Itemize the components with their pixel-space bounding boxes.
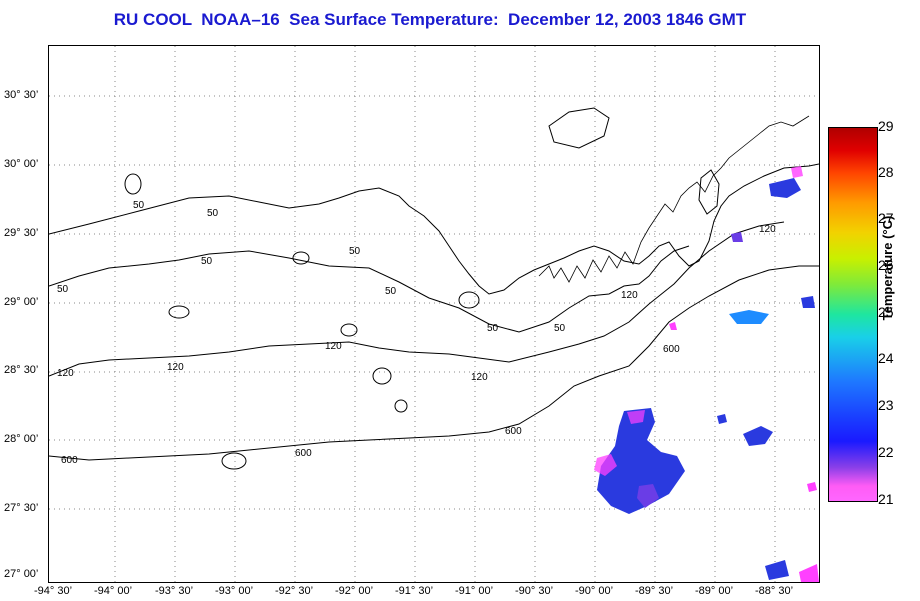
isobath-600 xyxy=(49,265,819,461)
lat-label: 27° 30’ xyxy=(4,502,39,514)
isobath-label: 50 xyxy=(487,323,499,334)
lat-label: 28° 30’ xyxy=(4,364,39,376)
lon-label: -94° 30’ xyxy=(33,585,73,597)
lat-label: 28° 00’ xyxy=(4,433,39,445)
colorbar-tick: 29 xyxy=(878,118,894,134)
lake-outline xyxy=(698,169,720,215)
colorbar-tick: 26 xyxy=(878,257,894,273)
coastline xyxy=(49,163,819,295)
colorbar-label: Temperature (°C) xyxy=(880,215,895,321)
lon-label: -90° 30’ xyxy=(514,585,554,597)
isobath-label: 50 xyxy=(349,246,361,257)
lat-label: 30° 30’ xyxy=(4,89,39,101)
sst-patches xyxy=(594,166,819,582)
lon-label: -88° 30’ xyxy=(754,585,794,597)
lake-outline xyxy=(548,107,610,149)
isobath-label: 120 xyxy=(325,341,342,352)
isobath-50 xyxy=(49,245,690,333)
colorbar-tick: 21 xyxy=(878,491,894,507)
coastline-marsh xyxy=(538,115,810,283)
isobath-label: 600 xyxy=(663,344,680,355)
lon-label: -93° 30’ xyxy=(154,585,194,597)
map-title: RU COOL NOAA–16 Sea Surface Temperature:… xyxy=(113,10,747,29)
lon-label: -89° 30’ xyxy=(634,585,674,597)
isobath-label: 50 xyxy=(207,208,219,219)
isobath-label: 50 xyxy=(554,323,566,334)
lon-label: -91° 30’ xyxy=(394,585,434,597)
map-graphics: 50 50 50 50 50 50 50 50 120 120 120 120 … xyxy=(49,46,819,582)
isobath-label: 600 xyxy=(505,426,522,437)
colorbar-tick: 24 xyxy=(878,350,894,366)
lon-label: -91° 00’ xyxy=(454,585,494,597)
colorbar-tick: 28 xyxy=(878,164,894,180)
colorbar-tick: 23 xyxy=(878,397,894,413)
sst-map[interactable]: 50 50 50 50 50 50 50 50 120 120 120 120 … xyxy=(48,45,820,583)
isobath-label: 120 xyxy=(167,362,184,373)
isobath-label: 120 xyxy=(57,368,74,379)
colorbar-tick: 25 xyxy=(878,304,894,320)
isobath-label: 120 xyxy=(759,224,776,235)
lat-label: 29° 30’ xyxy=(4,227,39,239)
lon-label: -93° 00’ xyxy=(214,585,254,597)
colorbar-tick: 27 xyxy=(878,210,894,226)
colorbar-tick: 22 xyxy=(878,444,894,460)
lon-label: -94° 00’ xyxy=(93,585,133,597)
isobath-label: 50 xyxy=(201,256,213,267)
lon-label: -92° 30’ xyxy=(274,585,314,597)
isobath-label: 120 xyxy=(471,372,488,383)
isobath-120 xyxy=(49,221,785,377)
isobath-label: 600 xyxy=(295,448,312,459)
lat-label: 30° 00’ xyxy=(4,158,39,170)
lat-label: 27° 00’ xyxy=(4,568,39,580)
isobath-label: 50 xyxy=(385,286,397,297)
isobath-label: 120 xyxy=(621,290,638,301)
eddy-contours xyxy=(124,173,480,470)
isobath-label: 600 xyxy=(61,455,78,466)
lon-label: -89° 00’ xyxy=(694,585,734,597)
graticule xyxy=(49,46,819,582)
isobath-label: 50 xyxy=(133,200,145,211)
temperature-colorbar xyxy=(828,127,878,502)
lat-label: 29° 00’ xyxy=(4,296,39,308)
isobath-label: 50 xyxy=(57,284,69,295)
lon-label: -90° 00’ xyxy=(574,585,614,597)
lon-label: -92° 00’ xyxy=(334,585,374,597)
